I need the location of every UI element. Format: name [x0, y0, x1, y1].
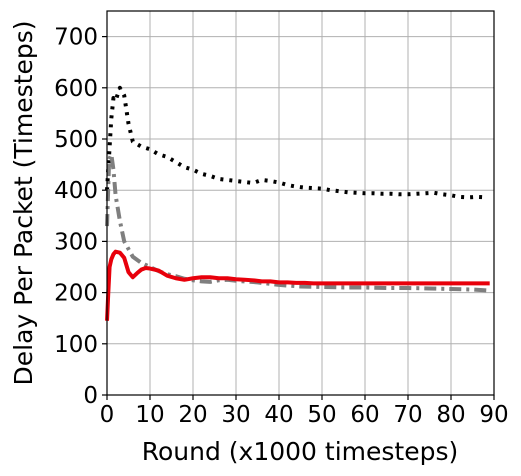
- y-tick-label: 600: [54, 76, 98, 102]
- y-tick-label: 300: [54, 229, 98, 255]
- x-tick-label: 90: [479, 402, 508, 428]
- series-lines: [105, 85, 490, 321]
- plot-frame: [106, 10, 495, 396]
- axis-ticks: 0 10 20 30 40 50 60 70 80 90 0 100 200 300 400 500 600 70…: [54, 25, 509, 428]
- y-tick-label: 400: [54, 178, 98, 204]
- x-tick-label: 10: [135, 402, 164, 428]
- x-tick-label: 80: [436, 402, 465, 428]
- y-tick-label: 100: [54, 332, 98, 358]
- grid-lines: [106, 11, 495, 396]
- x-tick-label: 30: [221, 402, 250, 428]
- y-tick-label: 700: [54, 25, 98, 51]
- series-line-1: [105, 85, 486, 200]
- x-tick-label: 0: [100, 402, 115, 428]
- x-tick-label: 70: [393, 402, 422, 428]
- x-tick-label: 60: [350, 402, 379, 428]
- y-tick-label: 0: [83, 383, 98, 409]
- x-tick-label: 50: [307, 402, 336, 428]
- y-axis-label: Delay Per Packet (Timesteps): [9, 21, 38, 386]
- x-tick-label: 20: [178, 402, 207, 428]
- x-axis-label: Round (x1000 timesteps): [142, 437, 459, 466]
- series-line-3: [105, 249, 490, 321]
- series-line-2: [105, 152, 490, 293]
- y-tick-label: 200: [54, 281, 98, 307]
- x-tick-label: 40: [264, 402, 293, 428]
- y-tick-label: 500: [54, 127, 98, 153]
